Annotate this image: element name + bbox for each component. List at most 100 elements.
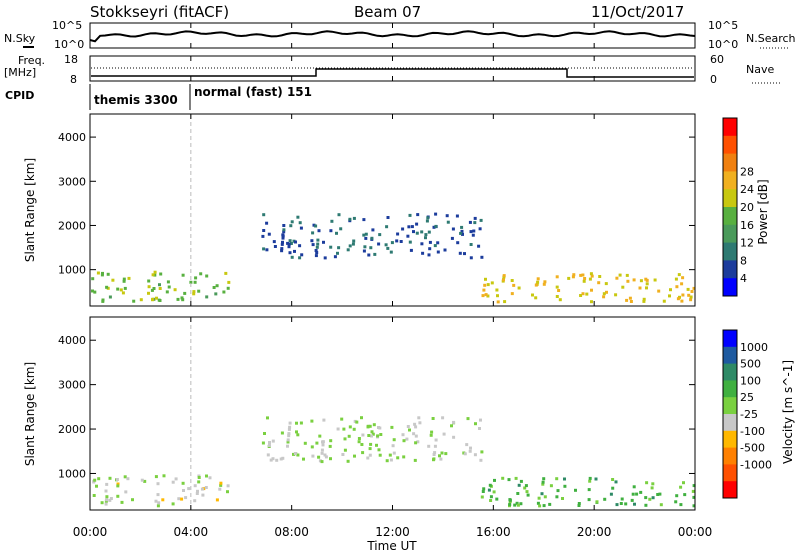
data-cell [501,476,505,480]
data-cell [298,256,302,260]
freq-tick-low: 8 [70,73,77,86]
data-cell [262,213,266,217]
data-cell [315,245,319,249]
data-cell [373,252,377,256]
data-cell [314,224,318,228]
power-ylabel: Slant Range [km] [23,158,37,262]
data-cell [316,242,320,246]
data-cell [343,448,347,452]
data-cell [193,484,197,488]
data-cell [111,278,115,282]
data-cell [154,475,158,479]
data-cell [109,497,113,500]
data-cell [328,444,332,448]
data-cell [469,230,473,234]
data-cell [675,285,679,289]
data-cell [337,213,341,217]
data-cell [166,280,170,284]
data-cell [91,277,95,281]
data-cell [590,274,594,278]
data-cell [443,248,447,252]
data-cell [93,478,97,482]
data-cell [536,501,540,505]
data-cell [153,273,157,277]
data-cell [482,487,486,491]
data-cell [369,442,373,446]
data-cell [489,495,493,499]
data-cell [558,298,562,302]
data-cell [311,454,315,458]
data-cell [271,439,275,443]
data-cell [577,502,581,505]
data-cell [295,430,298,434]
data-cell [120,500,124,504]
data-cell [295,421,298,425]
data-cell [632,278,636,282]
data-cell [413,458,417,462]
date-title: 11/Oct/2017 [591,3,684,21]
colorbar-tick-label: 25 [740,391,754,404]
power-colorbar: 4 8 12 16 20 24 28 [722,117,754,297]
data-cell [512,283,516,287]
data-cell [473,216,477,220]
data-cell [346,459,350,463]
data-cell [483,283,487,287]
data-cell [405,437,409,441]
data-cell [486,283,490,287]
data-cell [555,477,559,481]
data-cell [440,451,444,455]
data-cell [677,273,681,277]
data-cell [329,457,332,461]
data-cell [408,240,412,244]
data-cell [323,256,327,260]
data-cell [286,438,290,442]
data-cell [315,441,319,445]
colorbar-segment [723,135,737,155]
data-cell [273,245,277,248]
data-cell [465,443,469,447]
data-cell [116,482,120,486]
data-cell [469,446,472,450]
data-cell [371,228,375,232]
data-cell [605,290,608,294]
data-cell [488,483,492,487]
data-cell [588,479,592,483]
data-cell [171,502,175,506]
data-cell [108,295,112,299]
data-cell [638,286,642,290]
data-cell [669,288,672,292]
data-cell [147,285,151,289]
data-cell [519,502,523,506]
data-cell [445,214,449,218]
data-cell [478,227,482,231]
data-cell [434,212,438,216]
data-cell [662,299,666,303]
data-cell [415,231,419,235]
noise-right-label: N.Search [746,32,796,45]
noise-tick-low-right: 10^0 [708,38,738,51]
data-cell [679,485,683,489]
data-cell [290,255,294,259]
data-cell [196,489,199,493]
data-cell [116,494,120,498]
data-cell [516,492,520,495]
data-cell [312,223,316,227]
freq-line [91,68,694,78]
data-cell [352,239,356,243]
data-cell [682,481,685,485]
data-cell [543,280,547,284]
data-cell [323,453,327,457]
data-cell [123,286,127,290]
data-cell [555,285,559,289]
data-cell [588,277,592,281]
data-cell [460,225,464,229]
data-cell [271,457,275,461]
data-cell [132,299,136,303]
data-cell [441,416,445,420]
data-cell [193,280,197,284]
data-cell [298,244,302,248]
data-cell [479,218,483,222]
data-cell [446,220,450,224]
data-cell [679,503,683,507]
data-cell [261,441,265,445]
